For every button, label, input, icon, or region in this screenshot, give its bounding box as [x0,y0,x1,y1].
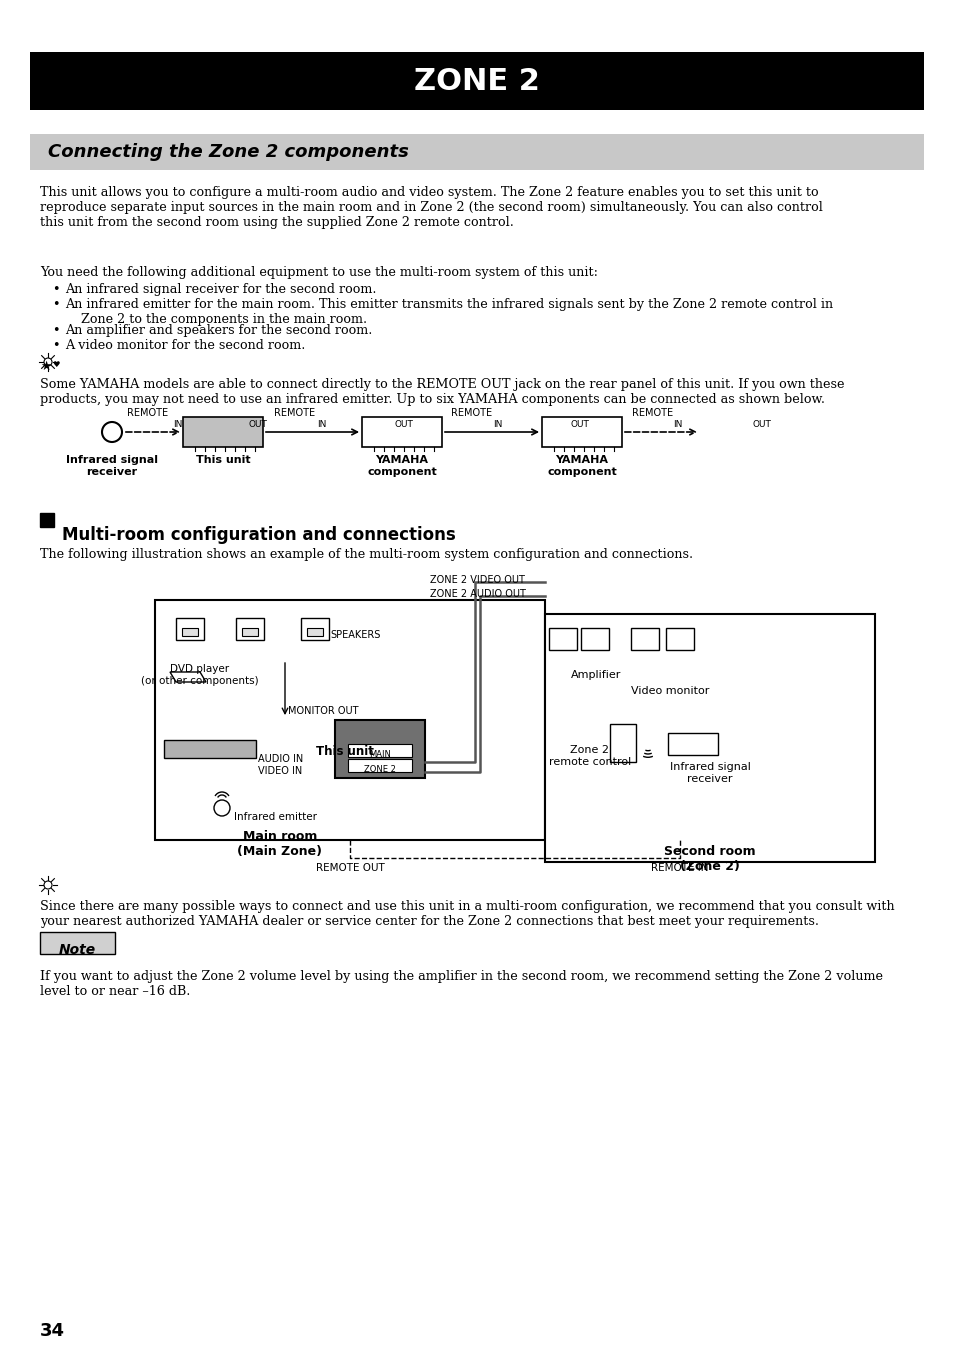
Bar [667,733,718,755]
Polygon shape [170,673,206,682]
Text: Main room
(Main Zone): Main room (Main Zone) [237,830,322,857]
Text: This unit allows you to configure a multi-room audio and video system. The Zone : This unit allows you to configure a mult… [40,186,822,229]
Bar [348,759,412,772]
Text: This unit: This unit [315,745,374,758]
Bar [30,133,923,170]
Text: You need the following additional equipment to use the multi-room system of this: You need the following additional equipm… [40,266,598,279]
Text: •: • [52,338,59,352]
Text: If you want to adjust the Zone 2 volume level by using the amplifier in the seco: If you want to adjust the Zone 2 volume … [40,971,882,998]
Bar [30,53,923,111]
Text: YAMAHA
component: YAMAHA component [547,456,617,477]
Text: Amplifier: Amplifier [570,670,620,679]
Bar [301,617,329,640]
Bar [609,724,636,762]
Bar [307,628,323,636]
Text: REMOTE: REMOTE [274,408,315,418]
Text: Video monitor: Video monitor [630,686,708,696]
Text: This unit: This unit [195,456,250,465]
Bar [235,617,264,640]
Bar [348,744,412,758]
Text: Connecting the Zone 2 components: Connecting the Zone 2 components [48,143,409,160]
Bar [182,628,198,636]
Text: REMOTE: REMOTE [128,408,169,418]
Bar [665,628,693,650]
Text: REMOTE IN: REMOTE IN [651,863,708,874]
Text: An amplifier and speakers for the second room.: An amplifier and speakers for the second… [65,324,372,337]
Text: REMOTE: REMOTE [451,408,492,418]
Text: AUDIO IN: AUDIO IN [257,754,303,764]
Bar [541,417,621,448]
Text: OUT: OUT [395,421,413,429]
Text: ZONE 2: ZONE 2 [414,66,539,96]
Text: DVD player
(or other components): DVD player (or other components) [141,665,258,686]
Text: ♥: ♥ [52,360,59,369]
Bar [40,931,115,954]
Bar [164,740,255,758]
Text: Some YAMAHA models are able to connect directly to the REMOTE OUT jack on the re: Some YAMAHA models are able to connect d… [40,377,843,406]
Bar [630,628,659,650]
Text: IN: IN [493,421,502,429]
Text: ZONE 2: ZONE 2 [364,766,395,774]
Text: ★: ★ [40,360,51,373]
Text: IN: IN [673,421,682,429]
Text: IN: IN [317,421,326,429]
Text: Zone 2
remote control: Zone 2 remote control [548,745,631,767]
Text: OUT: OUT [249,421,267,429]
Text: OUT: OUT [570,421,589,429]
Bar [183,417,263,448]
Text: •: • [52,324,59,337]
Bar [580,628,608,650]
Text: Infrared signal
receiver: Infrared signal receiver [66,456,158,477]
Text: Infrared emitter: Infrared emitter [233,811,316,822]
Text: 34: 34 [40,1322,65,1340]
Text: ZONE 2 VIDEO OUT: ZONE 2 VIDEO OUT [430,576,524,585]
Text: VIDEO IN: VIDEO IN [257,766,302,776]
Text: SPEAKERS: SPEAKERS [330,630,380,640]
Bar [335,720,424,778]
Bar [361,417,441,448]
Text: Note: Note [58,944,95,957]
Bar [40,514,54,527]
Bar [154,600,544,840]
Bar [548,628,577,650]
Text: The following illustration shows an example of the multi-room system configurati: The following illustration shows an exam… [40,549,693,561]
Text: REMOTE OUT: REMOTE OUT [315,863,384,874]
Bar [175,617,204,640]
Text: Infrared signal
receiver: Infrared signal receiver [669,762,750,783]
Text: •: • [52,283,59,297]
Text: A video monitor for the second room.: A video monitor for the second room. [65,338,305,352]
Text: IN: IN [173,421,182,429]
Text: Since there are many possible ways to connect and use this unit in a multi-room : Since there are many possible ways to co… [40,900,894,927]
Text: An infrared emitter for the main room. This emitter transmits the infrared signa: An infrared emitter for the main room. T… [65,298,832,326]
Text: MAIN: MAIN [369,749,391,759]
Text: •: • [52,298,59,311]
Text: REMOTE: REMOTE [632,408,673,418]
Text: MONITOR OUT: MONITOR OUT [288,706,358,716]
Text: OUT: OUT [752,421,771,429]
Text: An infrared signal receiver for the second room.: An infrared signal receiver for the seco… [65,283,376,297]
Text: Second room
(Zone 2): Second room (Zone 2) [663,845,755,874]
Text: Multi-room configuration and connections: Multi-room configuration and connections [62,526,456,545]
Text: ZONE 2 AUDIO OUT: ZONE 2 AUDIO OUT [430,589,525,599]
Bar [544,613,874,861]
Bar [242,628,257,636]
Text: YAMAHA
component: YAMAHA component [367,456,436,477]
